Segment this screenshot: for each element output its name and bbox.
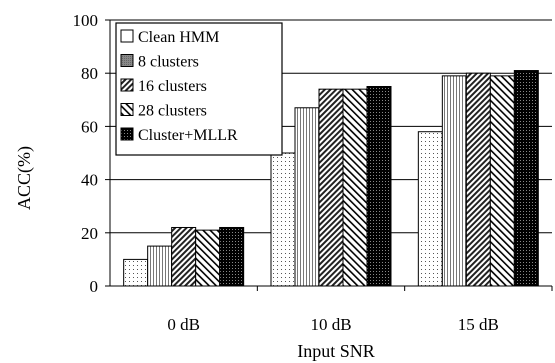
bar [318, 88, 344, 287]
x-axis-label: Input SNR [297, 341, 375, 361]
bars [123, 70, 539, 287]
legend-swatch [120, 103, 134, 116]
legend-label: 28 clusters [138, 103, 207, 120]
bar [489, 75, 515, 287]
x-tick-label: 10 dB [310, 315, 351, 334]
x-tick-label: 0 dB [167, 315, 200, 334]
bar [147, 245, 173, 287]
legend-swatch [120, 54, 134, 67]
legend-label: 8 clusters [138, 54, 199, 71]
legend: Clean HMM 8 clusters 16 clusters 28 cluster… [115, 22, 283, 156]
legend-label: Cluster+MLLR [138, 127, 238, 144]
bar [123, 258, 149, 287]
bar [342, 88, 368, 287]
legend-swatch [120, 78, 134, 92]
bar [294, 107, 320, 287]
axes: 0 20 40 60 80 100 0 dB 10 dB 15 dB [73, 11, 553, 334]
bar [219, 226, 245, 287]
y-tick-label: 80 [81, 64, 98, 83]
bar [513, 70, 539, 287]
y-tick-label: 60 [81, 117, 98, 136]
legend-swatch [120, 127, 134, 141]
bar [441, 75, 467, 287]
bar [171, 226, 197, 287]
x-tick-label: 15 dB [458, 315, 499, 334]
bar [195, 229, 221, 287]
legend-box [115, 22, 283, 156]
y-axis-label: ACC(%) [14, 146, 35, 210]
legend-label: Clean HMM [138, 29, 219, 46]
bar [366, 86, 392, 287]
y-tick-label: 20 [81, 224, 98, 243]
legend-label: 16 clusters [138, 78, 207, 95]
bar [270, 152, 296, 287]
legend-swatch [120, 29, 134, 43]
y-tick-label: 0 [90, 277, 99, 296]
y-tick-label: 100 [73, 11, 99, 30]
bar [465, 72, 491, 287]
y-tick-label: 40 [81, 171, 98, 190]
bar [417, 131, 443, 287]
